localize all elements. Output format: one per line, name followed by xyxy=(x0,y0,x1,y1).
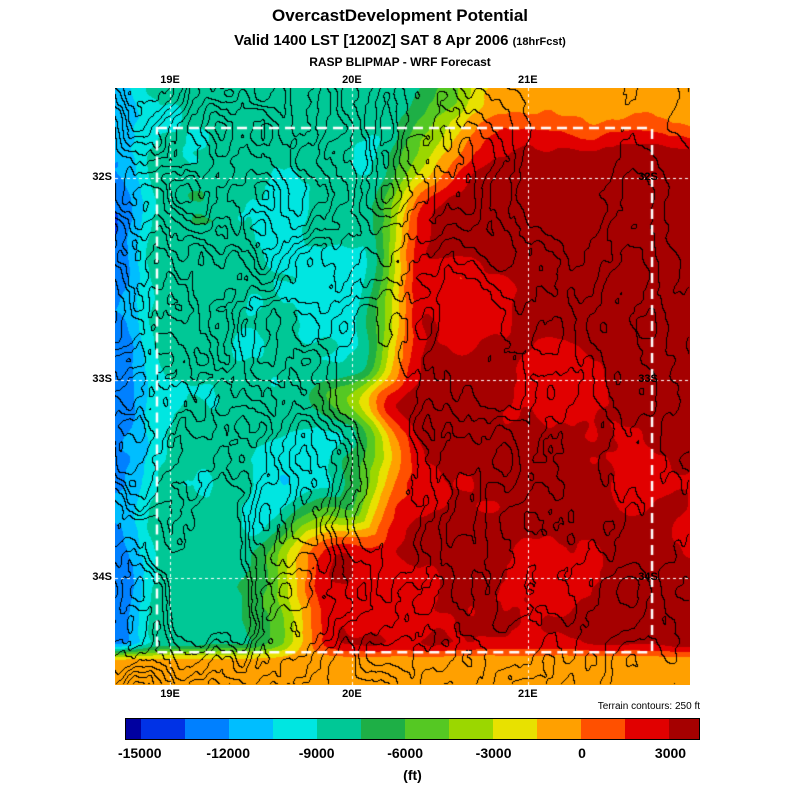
colorbar xyxy=(125,718,700,740)
lat-label-right-1: 33S xyxy=(638,372,658,385)
lon-label-top-2: 21E xyxy=(518,74,538,86)
colorbar-cell-10 xyxy=(537,719,582,739)
colorbar-tick-0: -15000 xyxy=(117,745,162,761)
valid-line: Valid 1400 LST [1200Z] SAT 8 Apr 2006 (1… xyxy=(0,32,800,49)
colorbar-cell-4 xyxy=(272,719,317,739)
colorbar-cell-2 xyxy=(184,719,229,739)
lon-label-bottom-2: 21E xyxy=(518,688,538,700)
lon-label-bottom-1: 20E xyxy=(342,688,362,700)
colorbar-cell-11 xyxy=(581,719,626,739)
colorbar-cell-0 xyxy=(126,719,141,739)
colorbar-tick-5: 0 xyxy=(578,745,586,761)
colorbar-tick-4: -3000 xyxy=(475,745,512,761)
terrain-note: Terrain contours: 250 ft xyxy=(597,701,700,712)
page-title: OvercastDevelopment Potential xyxy=(271,6,529,25)
colorbar-cell-13 xyxy=(669,719,699,739)
lon-label-bottom-0: 19E xyxy=(160,688,180,700)
colorbar-cell-1 xyxy=(140,719,185,739)
lat-label-left-2: 34S xyxy=(92,571,112,584)
colorbar-cell-12 xyxy=(625,719,670,739)
colorbar-cell-7 xyxy=(405,719,450,739)
lat-label-left-0: 32S xyxy=(92,171,112,184)
forecast-map xyxy=(115,88,690,685)
colorbar-cell-3 xyxy=(228,719,273,739)
colorbar-cell-9 xyxy=(493,719,538,739)
colorbar-tick-2: -9000 xyxy=(298,745,335,761)
lon-label-top-1: 20E xyxy=(342,74,362,86)
colorbar-unit: (ft) xyxy=(403,767,422,783)
colorbar-tick-1: -12000 xyxy=(206,745,250,761)
colorbar-tick-3: -6000 xyxy=(387,745,424,761)
colorbar-cell-5 xyxy=(316,719,361,739)
forecast-offset: (18hrFcst) xyxy=(512,36,566,48)
lon-label-top-0: 19E xyxy=(160,74,180,86)
colorbar-cell-8 xyxy=(449,719,494,739)
valid-text: Valid 1400 LST [1200Z] SAT 8 Apr 2006 xyxy=(234,32,509,49)
lat-label-right-0: 32S xyxy=(638,171,658,184)
lat-label-left-1: 33S xyxy=(92,372,112,385)
lat-label-right-2: 34S xyxy=(638,571,658,584)
colorbar-tick-6: 3000 xyxy=(654,745,687,761)
model-line: RASP BLIPMAP - WRF Forecast xyxy=(309,55,491,69)
colorbar-cell-6 xyxy=(361,719,406,739)
